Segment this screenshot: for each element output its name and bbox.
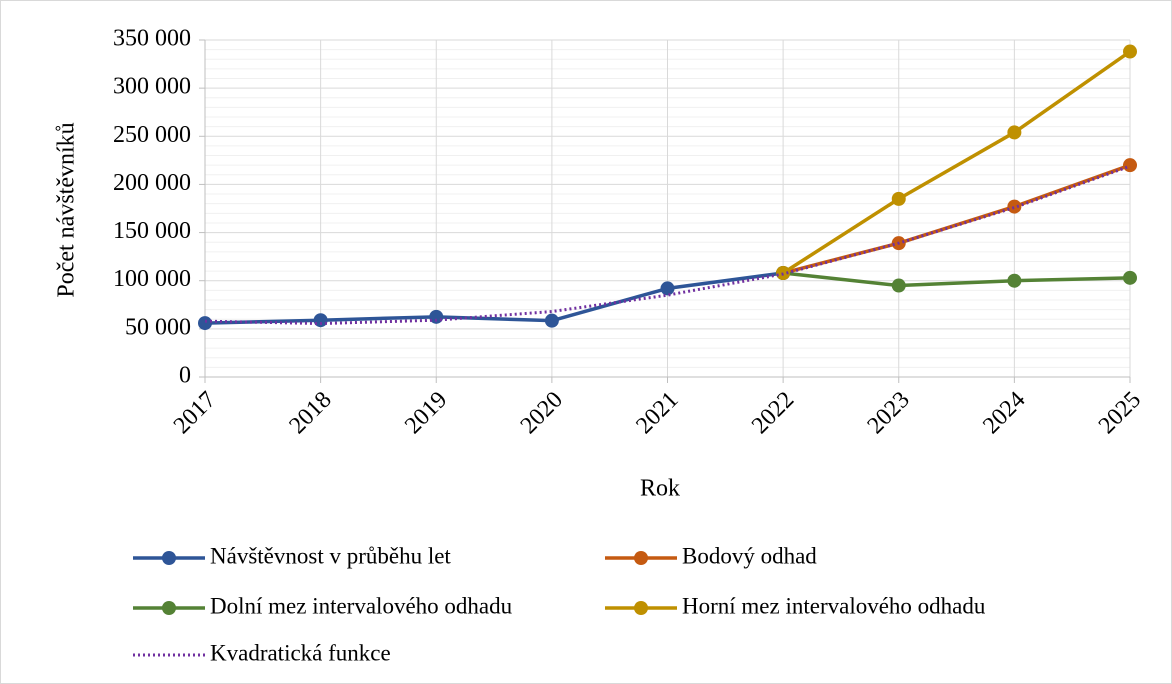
y-tick-label: 150 000 bbox=[113, 218, 191, 244]
legend-label: Bodový odhad bbox=[682, 543, 817, 568]
x-axis-title: Rok bbox=[640, 476, 680, 502]
point bbox=[891, 278, 906, 293]
series-line bbox=[204, 271, 784, 325]
point bbox=[313, 313, 328, 328]
legend-label: Dolní mez intervalového odhadu bbox=[210, 593, 513, 618]
point bbox=[891, 191, 906, 206]
y-tick-label: 50 000 bbox=[125, 314, 191, 340]
legend-marker bbox=[162, 601, 176, 615]
legend-label: Horní mez intervalového odhadu bbox=[682, 593, 986, 618]
point bbox=[1123, 270, 1137, 285]
point bbox=[1007, 199, 1022, 214]
point bbox=[1007, 125, 1022, 140]
legend-label: Návštěvnost v průběhu let bbox=[210, 543, 451, 568]
point bbox=[660, 281, 675, 296]
y-tick-label: 300 000 bbox=[113, 74, 191, 100]
series-line bbox=[782, 271, 1131, 288]
legend-marker bbox=[162, 551, 176, 565]
legend-marker bbox=[634, 601, 648, 615]
y-tick-label: 100 000 bbox=[113, 266, 191, 292]
point bbox=[544, 313, 559, 328]
y-tick-label: 350 000 bbox=[113, 26, 191, 52]
legend-label: Kvadratická funkce bbox=[210, 640, 391, 665]
legend-marker bbox=[634, 551, 648, 565]
point bbox=[198, 316, 212, 331]
y-tick-label: 200 000 bbox=[113, 170, 191, 196]
point bbox=[429, 309, 444, 324]
point bbox=[1007, 273, 1022, 288]
y-tick-label: 0 bbox=[179, 363, 191, 389]
point bbox=[1123, 158, 1137, 173]
series-line bbox=[782, 50, 1132, 275]
y-axis-title: Počet návštěvníků bbox=[54, 122, 80, 297]
point bbox=[1123, 44, 1137, 59]
y-tick-label: 250 000 bbox=[113, 122, 191, 148]
series-line bbox=[204, 164, 1131, 326]
